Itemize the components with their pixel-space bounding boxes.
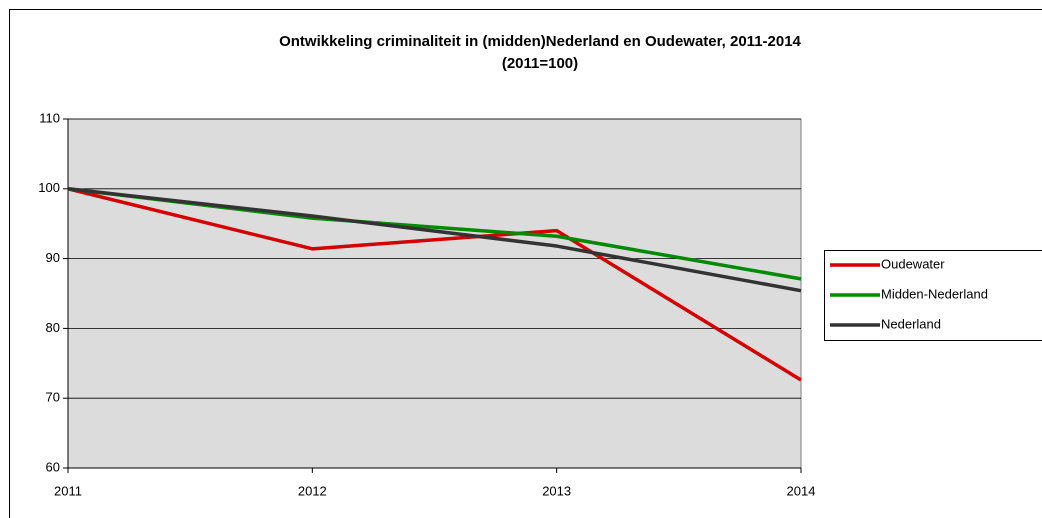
x-tick-label: 2014 [787, 483, 816, 498]
series-line [67, 187, 802, 293]
y-tick-label: 100 [38, 180, 60, 195]
y-tick-label: 80 [46, 320, 60, 335]
plot-area [67, 118, 802, 469]
x-tick-label: 2012 [298, 483, 327, 498]
y-tick-label: 110 [39, 110, 60, 125]
x-tick-label: 2011 [54, 483, 82, 498]
chart-subtitle: (2011=100) [502, 55, 578, 72]
y-tick-label: 70 [46, 390, 60, 405]
series-line [67, 187, 802, 382]
legend-label: Nederland [881, 316, 941, 331]
chart-title: Ontwikkeling criminaliteit in (midden)Ne… [279, 33, 801, 50]
legend-label: Midden-Nederland [881, 286, 988, 301]
y-tick-label: 90 [46, 250, 60, 265]
x-tick-label: 2013 [542, 483, 571, 498]
y-tick-label: 60 [46, 459, 60, 474]
legend-label: Oudewater [881, 256, 945, 271]
